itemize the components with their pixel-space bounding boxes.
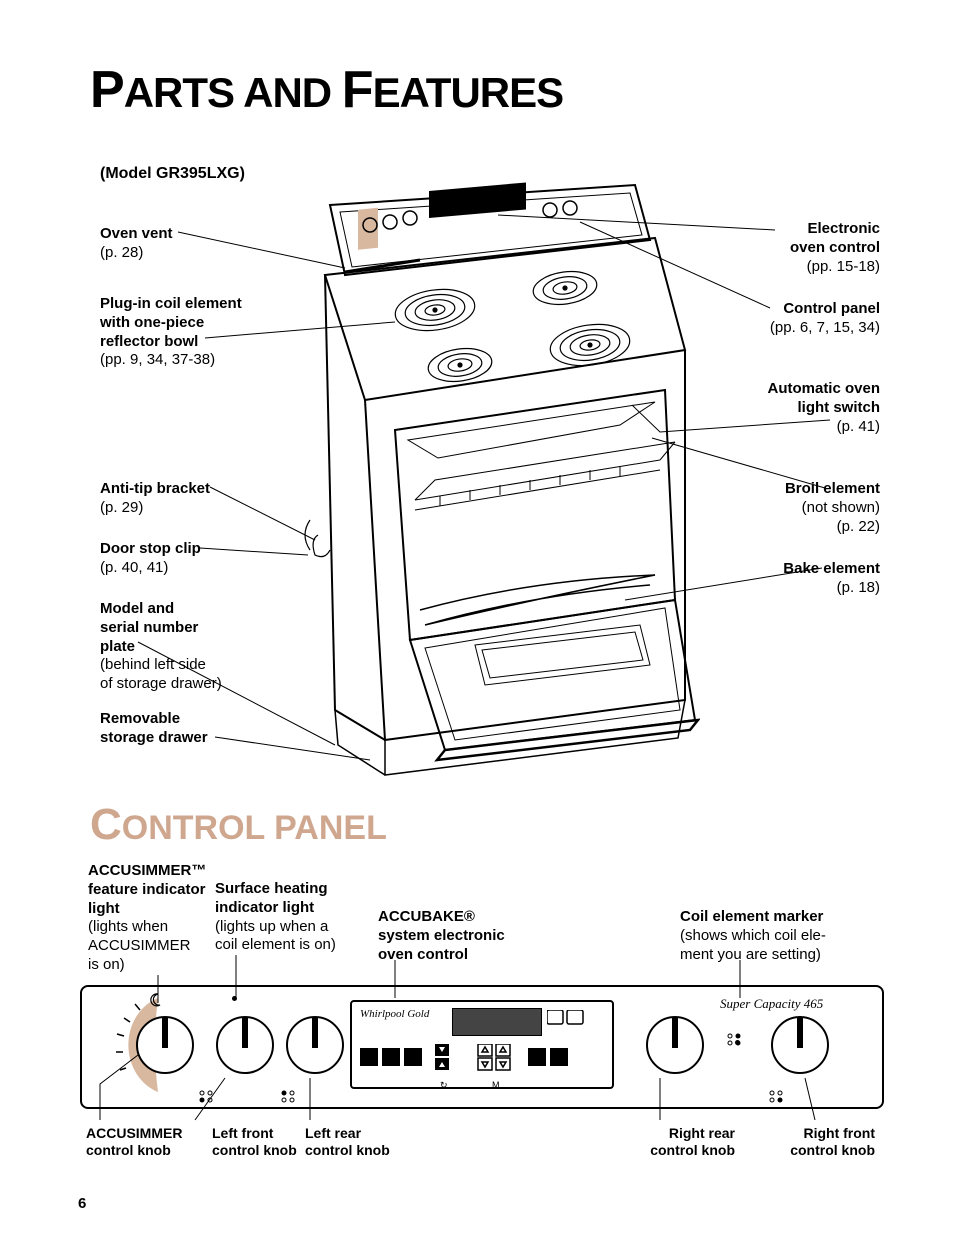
section-subtitle: CONTROL PANEL (90, 800, 387, 850)
knob-right-rear (645, 1015, 705, 1075)
coil-marker-rr-icon (726, 1033, 744, 1047)
label-light-switch: Automatic oven light switch (p. 41) (730, 380, 880, 436)
knob-right-front (770, 1015, 830, 1075)
knob-accusimmer (135, 1015, 195, 1075)
coil-marker-lr-icon (280, 1090, 298, 1104)
page-number: 6 (78, 1195, 86, 1212)
lower-accusimmer-knob: ACCUSIMMERcontrol knob (86, 1125, 206, 1159)
label-oven-vent: Oven vent (p. 28) (100, 225, 270, 263)
lower-right-rear: Right rearcontrol knob (635, 1125, 735, 1159)
label-coil-element: Plug-in coil element with one-piece refl… (100, 295, 280, 370)
knob-left-front (215, 1015, 275, 1075)
stove-illustration (280, 180, 700, 790)
knob-left-rear (285, 1015, 345, 1075)
model-number: (Model GR395LXG) (100, 165, 245, 183)
page-title: PARTS AND FEATURES (90, 60, 563, 120)
label-control-panel: Control panel (pp. 6, 7, 15, 34) (730, 300, 880, 338)
electronic-display: Whirlpool Gold (350, 1000, 614, 1089)
lower-right-front: Right frontcontrol knob (775, 1125, 875, 1159)
label-door-stop: Door stop clip (p. 40, 41) (100, 540, 270, 578)
label-accubake: ACCUBAKE® system electronic oven control (378, 908, 538, 964)
label-anti-tip: Anti-tip bracket (p. 29) (100, 480, 270, 518)
coil-marker-lf-icon (198, 1090, 216, 1104)
label-storage-drawer: Removable storage drawer (100, 710, 270, 748)
label-accusimmer-indicator: ACCUSIMMER™ feature indicator light (lig… (88, 862, 218, 975)
label-surface-indicator: Surface heating indicator light (lights … (215, 880, 355, 955)
brand-script: Whirlpool Gold (360, 1008, 429, 1020)
label-broil-element: Broil element (not shown) (p. 22) (730, 480, 880, 536)
label-electronic-control: Electronic oven control (pp. 15-18) (730, 220, 880, 276)
lower-left-front: Left frontcontrol knob (212, 1125, 312, 1159)
lower-left-rear: Left rearcontrol knob (305, 1125, 405, 1159)
label-bake-element: Bake element (p. 18) (730, 560, 880, 598)
label-coil-marker: Coil element marker (shows which coil el… (680, 908, 860, 964)
dot-surface-indicator (232, 996, 237, 1001)
coil-marker-rf-icon (768, 1090, 786, 1104)
capacity-label: Super Capacity 465 (720, 996, 823, 1012)
label-model-plate: Model and serial number plate (behind le… (100, 600, 270, 694)
